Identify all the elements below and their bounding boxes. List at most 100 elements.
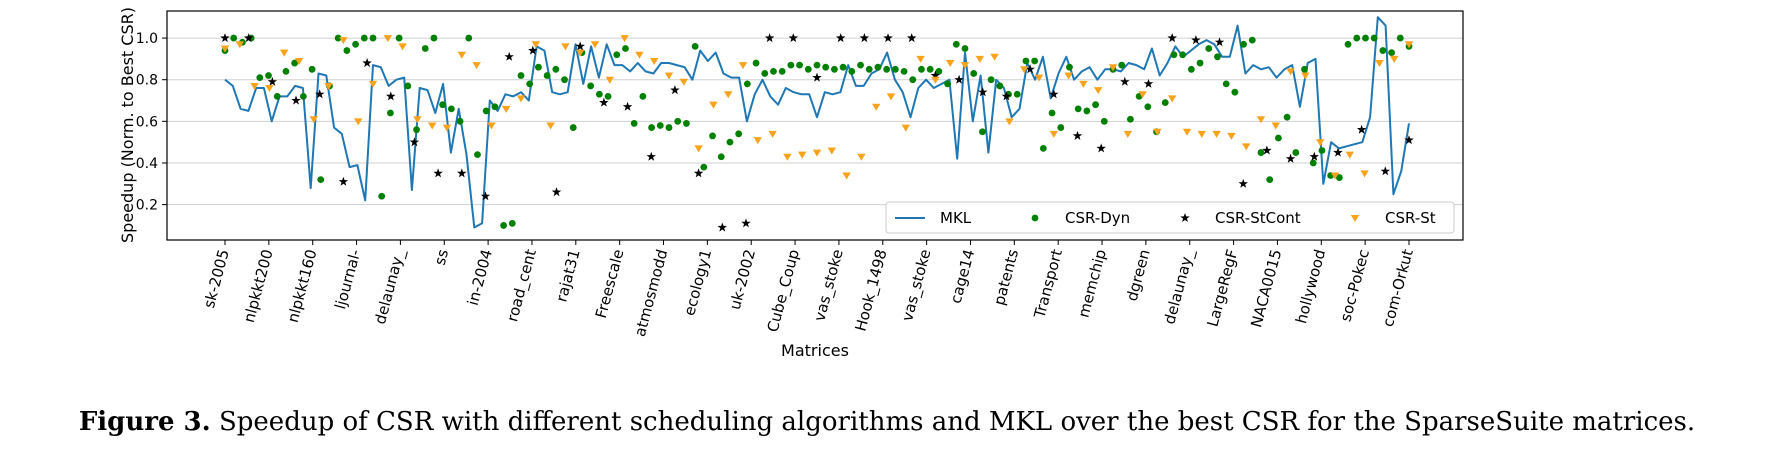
x-tick-label: Hook_1498 bbox=[852, 247, 892, 333]
csr-dyn-point bbox=[1161, 99, 1169, 106]
csr-dyn-point bbox=[1379, 47, 1387, 54]
csr-dyn-point bbox=[1335, 174, 1343, 181]
csr-dyn-point bbox=[891, 65, 899, 73]
csr-dyn-point bbox=[387, 109, 394, 117]
csr-st-point bbox=[576, 49, 585, 57]
csr-stcont-point bbox=[1143, 78, 1154, 88]
csr-st-point bbox=[709, 101, 718, 109]
y-tick-label: 0.2 bbox=[136, 198, 158, 214]
csr-dyn-point bbox=[674, 117, 682, 125]
csr-stcont-point bbox=[1380, 166, 1391, 176]
csr-stcont-point bbox=[457, 168, 467, 178]
csr-stcont-point bbox=[930, 70, 941, 80]
x-axis: sk-2005 nlpkkt200 nlpkkt160 ljournal-delaun… bbox=[200, 240, 1417, 339]
csr-st-point bbox=[620, 35, 629, 43]
csr-st-point bbox=[1212, 130, 1221, 138]
csr-stcont-point bbox=[243, 33, 254, 43]
y-tick-label: 0.4 bbox=[136, 156, 158, 172]
csr-dyn-point bbox=[961, 45, 969, 52]
csr-st-point bbox=[1375, 60, 1384, 68]
csr-dyn-point bbox=[1031, 57, 1039, 65]
csr-st-point bbox=[1168, 95, 1177, 103]
csr-dyn-point bbox=[996, 82, 1004, 90]
csr-stcont-point bbox=[315, 89, 325, 99]
csr-st-point bbox=[457, 51, 466, 59]
csr-stcont-point bbox=[433, 168, 443, 178]
csr-dyn-point bbox=[761, 70, 769, 77]
csr-st-point bbox=[413, 116, 422, 124]
csr-st-point bbox=[768, 130, 777, 138]
csr-st-point bbox=[901, 124, 910, 132]
csr-dyn-point bbox=[587, 82, 595, 90]
csr-st-point bbox=[265, 85, 274, 93]
x-tick-label: cage14 bbox=[947, 247, 979, 305]
csr-stcont-point bbox=[693, 168, 704, 178]
csr-stcont-point bbox=[835, 33, 846, 43]
csr-st-point bbox=[1360, 170, 1369, 178]
x-tick-label: NACA0015 bbox=[1247, 247, 1285, 329]
csr-st-point bbox=[1301, 72, 1310, 80]
csr-stcont-point bbox=[670, 85, 680, 95]
csr-st-point bbox=[294, 57, 304, 65]
csr-dyn-point bbox=[709, 132, 716, 140]
x-tick-label: delaunay_ bbox=[371, 247, 409, 326]
csr-dyn-point bbox=[639, 92, 647, 100]
csr-st-point bbox=[872, 103, 881, 111]
csr-st-point bbox=[428, 122, 437, 130]
csr-dyn-point bbox=[857, 61, 864, 69]
csr-stcont-point bbox=[646, 151, 656, 161]
x-tick-label: dgreen bbox=[1123, 247, 1154, 303]
csr-dyn-point bbox=[352, 40, 359, 48]
csr-st-point bbox=[1020, 66, 1029, 74]
csr-stcont-point bbox=[409, 137, 420, 147]
csr-dyn-point bbox=[413, 126, 420, 134]
csr-dyn-point bbox=[526, 80, 534, 88]
csr-dyn-point bbox=[813, 61, 821, 69]
csr-dyn-point bbox=[465, 34, 473, 42]
csr-stcont-point bbox=[859, 33, 870, 43]
csr-st-point bbox=[220, 45, 230, 53]
csr-dyn-point bbox=[500, 222, 507, 229]
csr-st-point bbox=[1256, 116, 1266, 124]
csr-st-point bbox=[398, 43, 407, 51]
csr-st-point bbox=[339, 37, 348, 45]
x-tick-label: vas_stoke bbox=[810, 247, 847, 323]
csr-st-point bbox=[502, 105, 511, 113]
csr-dyn-point bbox=[1370, 34, 1378, 42]
csr-stcont-point bbox=[812, 72, 822, 82]
y-tick-label: 0.8 bbox=[136, 73, 158, 89]
csr-dyn-point bbox=[1214, 53, 1221, 61]
csr-st-point bbox=[857, 153, 866, 161]
csr-dyn-point bbox=[787, 61, 795, 69]
csr-dyn-point bbox=[691, 42, 699, 50]
csr-dyn-point bbox=[369, 34, 377, 42]
csr-dyn-point bbox=[421, 45, 429, 52]
caption-text: Speedup of CSR with different scheduling… bbox=[218, 407, 1696, 437]
csr-dyn-point bbox=[735, 130, 743, 138]
csr-stcont-point bbox=[1049, 89, 1059, 99]
csr-stcont-point bbox=[978, 87, 988, 97]
csr-dyn-point bbox=[343, 47, 351, 54]
csr-st-point bbox=[1138, 91, 1147, 99]
x-tick-label: ecology1 bbox=[680, 247, 715, 317]
csr-st-point bbox=[309, 116, 318, 124]
csr-st-point bbox=[812, 149, 822, 157]
csr-dyn-point bbox=[1118, 61, 1126, 69]
csr-dyn-point bbox=[430, 34, 438, 42]
csr-st-point bbox=[516, 95, 526, 103]
csr-dyn-point bbox=[1048, 109, 1056, 117]
csr-dyn-point bbox=[1344, 40, 1352, 48]
plot-frame bbox=[166, 10, 1464, 241]
x-tick-label: rajat31 bbox=[552, 247, 583, 304]
csr-dyn-point bbox=[1205, 45, 1213, 52]
csr-dyn-point bbox=[1196, 59, 1204, 67]
csr-dyn-point bbox=[700, 163, 708, 171]
csr-stcont-point bbox=[1120, 76, 1130, 86]
x-tick-label: in-2004 bbox=[464, 247, 496, 307]
csr-stcont-point bbox=[551, 187, 562, 197]
csr-st-point bbox=[798, 151, 807, 159]
csr-dyn-point bbox=[1292, 149, 1300, 156]
csr-dyn-point bbox=[552, 65, 560, 73]
csr-stcont-point bbox=[907, 33, 917, 43]
csr-dyn-point bbox=[918, 65, 925, 73]
